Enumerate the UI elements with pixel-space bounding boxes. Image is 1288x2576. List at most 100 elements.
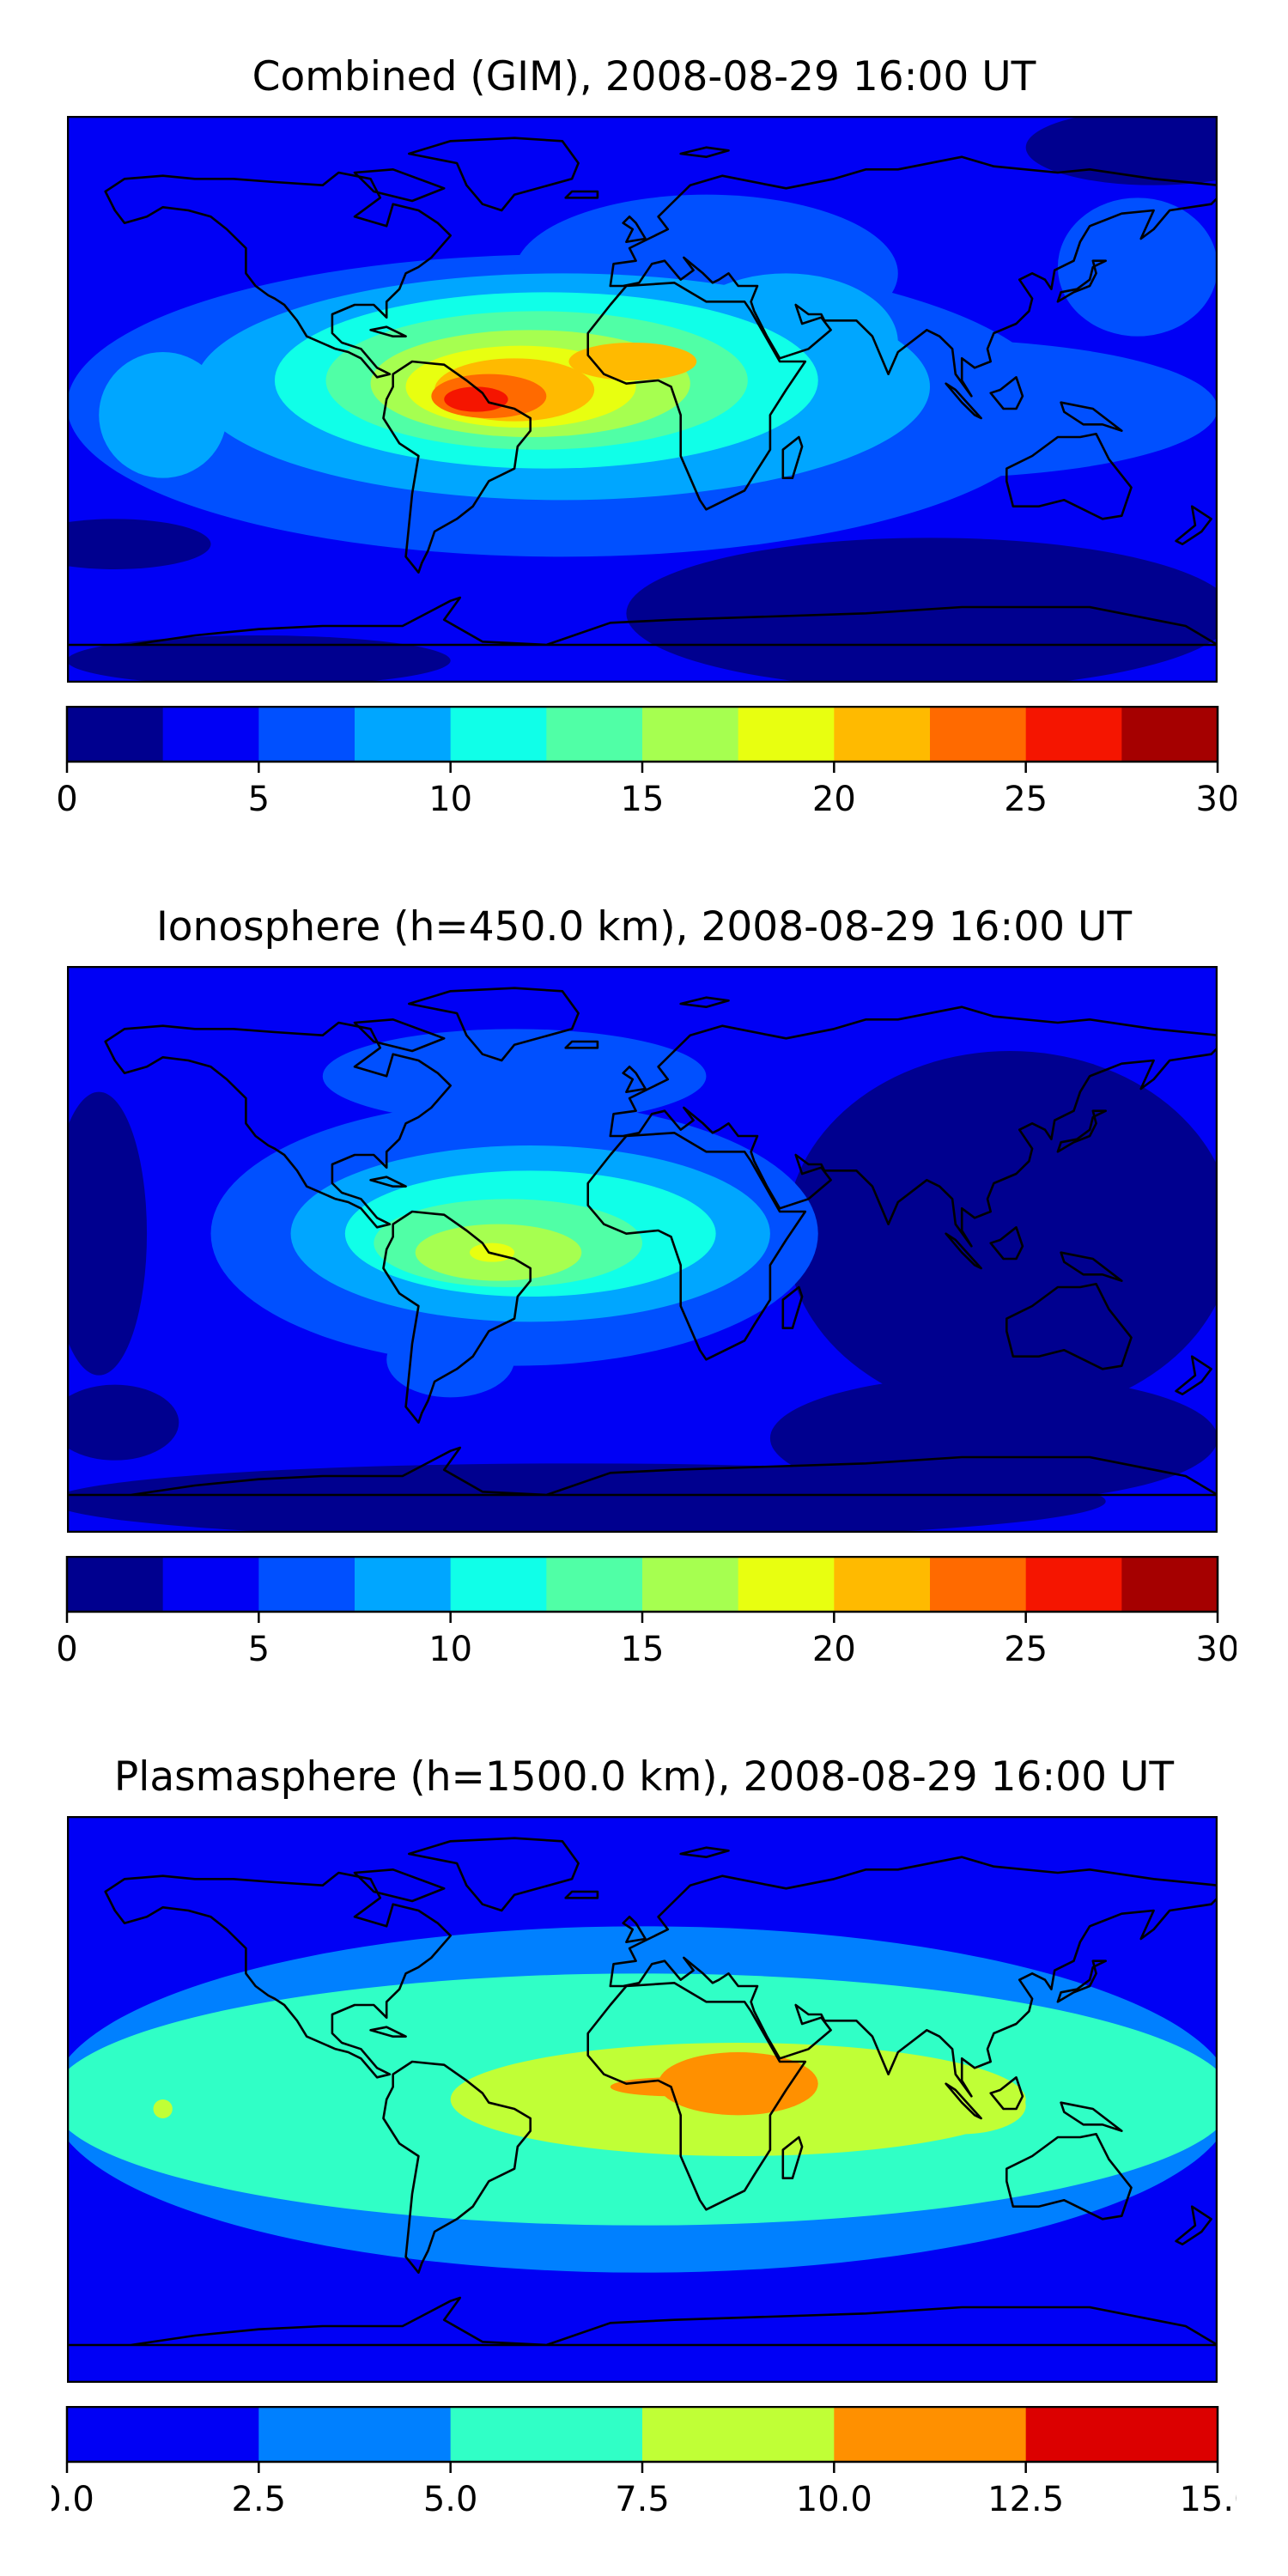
coastline-madagascar xyxy=(781,435,804,480)
colorbar-outline xyxy=(65,1556,1219,1613)
contour-region xyxy=(769,1375,1218,1502)
colorbar-swatch xyxy=(450,1556,547,1613)
colorbar-tick-label: 10 xyxy=(428,780,472,819)
contour-region xyxy=(67,519,211,569)
ionosphere-colorbar: 0 5 10 15 20 25 30 xyxy=(56,1556,1236,1669)
colorbar-tick-label: 0 xyxy=(56,1630,77,1669)
contour-region xyxy=(386,1321,515,1398)
colorbar-tick-label: 2.5 xyxy=(232,2480,287,2519)
coastline-british-isles xyxy=(622,1916,647,1943)
colorbar-swatch xyxy=(67,2406,259,2463)
panel-title: Ionosphere (h=450.0 km), 2008-08-29 16:0… xyxy=(155,903,1133,951)
coastline-eurasia xyxy=(609,155,1218,398)
colorbar-swatch xyxy=(738,1556,835,1613)
map-frame xyxy=(67,1816,1218,2383)
coastline-new-zealand xyxy=(1175,1355,1212,1396)
colorbar-swatch xyxy=(162,706,259,762)
colorbar-tick-label: 0 xyxy=(56,780,77,819)
coastline-sumatra xyxy=(945,382,982,420)
coastline-japan xyxy=(1056,259,1107,303)
coastline-south-america xyxy=(382,2060,532,2275)
coastline-baffin-island xyxy=(353,1868,446,1903)
coastline-africa xyxy=(586,282,807,511)
coastline-south-america xyxy=(382,360,532,574)
colorbar-swatch xyxy=(642,1556,739,1613)
coastline-british-isles xyxy=(622,216,647,243)
coastline-british-isles xyxy=(622,1066,647,1093)
colorbar-swatch xyxy=(1025,706,1122,762)
contour-region xyxy=(1025,116,1218,185)
colorbar-swatch xyxy=(1121,706,1218,762)
coastline-baffin-island xyxy=(353,1018,446,1053)
coastline-new-zealand xyxy=(1175,2205,1212,2246)
colorbar-tick-label: 20 xyxy=(812,780,856,819)
contour-region xyxy=(67,1384,179,1461)
coastline-borneo xyxy=(989,375,1024,410)
coastline-antarctica xyxy=(67,2296,1218,2347)
colorbar-tick-label: 5 xyxy=(248,780,270,819)
ionosphere-tec-map xyxy=(67,966,1218,1533)
colorbar-tick-label: 25 xyxy=(1004,780,1048,819)
colorbar-swatch xyxy=(642,2406,835,2463)
colorbar-swatch xyxy=(834,1556,931,1613)
coastline-madagascar xyxy=(781,1285,804,1330)
colorbar-swatch xyxy=(546,706,643,762)
coastline-new-guinea xyxy=(1060,2101,1123,2133)
coastline-svalbard xyxy=(679,1846,730,1859)
map-frame xyxy=(67,116,1218,683)
colorbar-swatch xyxy=(930,1556,1027,1613)
colorbar-tick-label: 12.5 xyxy=(987,2480,1064,2519)
coastline-greenland xyxy=(407,137,580,212)
colorbar-swatch xyxy=(1025,1556,1122,1613)
coastline-australia xyxy=(1005,432,1133,520)
colorbar-swatch xyxy=(162,1556,259,1613)
colorbar-tick-label: 15 xyxy=(621,780,665,819)
contour-region xyxy=(99,352,228,478)
contour-region xyxy=(67,1091,148,1376)
coastline-new-zealand xyxy=(1175,505,1212,546)
coastline-new-guinea xyxy=(1060,1251,1123,1283)
coastline-svalbard xyxy=(679,996,730,1009)
colorbar-swatch xyxy=(1025,2406,1218,2463)
colorbar-outline xyxy=(65,706,1219,763)
colorbar-tick-label: 5 xyxy=(248,1630,270,1669)
colorbar-tick-label: 30 xyxy=(1196,1630,1236,1669)
colorbar-tick-label: 30 xyxy=(1196,780,1236,819)
coastline-iceland xyxy=(564,1890,599,1899)
colorbar-tick-label: 15 xyxy=(621,1630,665,1669)
coastline-cuba xyxy=(369,2026,407,2038)
coastline-north-america xyxy=(104,1021,453,1229)
coastline-africa xyxy=(586,1982,807,2211)
colorbar-outline xyxy=(65,2406,1219,2464)
coastline-madagascar xyxy=(781,2136,804,2180)
colorbar-swatch xyxy=(258,706,355,762)
colorbar-tick-label: 5.0 xyxy=(423,2480,478,2519)
colorbar-tick-label: 15.0 xyxy=(1179,2480,1236,2519)
contour-region xyxy=(786,1051,1218,1417)
colorbar-swatch xyxy=(834,2406,1027,2463)
coastline-borneo xyxy=(989,2075,1024,2111)
colorbar-swatch xyxy=(546,1556,643,1613)
coastline-south-america xyxy=(382,1210,532,1425)
plasmasphere-colorbar: 0.0 2.5 5.0 7.5 10.0 12.5 15.0 xyxy=(52,2406,1236,2519)
coastline-cuba xyxy=(369,1176,407,1188)
colorbar-swatch xyxy=(450,706,547,762)
colorbar-swatch xyxy=(642,706,739,762)
colorbar-tick-label: 20 xyxy=(812,1630,856,1669)
combined-tec-map xyxy=(67,116,1218,683)
colorbar-swatch xyxy=(834,706,931,762)
colorbar-tick-label: 0.0 xyxy=(52,2480,94,2519)
coastline-north-america xyxy=(104,171,453,379)
coastline-japan xyxy=(1056,1109,1107,1153)
colorbar-swatch xyxy=(67,1556,164,1613)
combined-colorbar: 0 5 10 15 20 25 30 xyxy=(56,706,1236,819)
coastline-africa xyxy=(586,1132,807,1361)
coastline-north-america xyxy=(104,1871,453,2079)
coastline-eurasia xyxy=(609,1005,1218,1248)
coastline-japan xyxy=(1056,1959,1107,2003)
coastline-cuba xyxy=(369,325,407,338)
contour-region xyxy=(658,2052,818,2116)
coastline-iceland xyxy=(564,190,599,199)
colorbar-tick-label: 10 xyxy=(428,1630,472,1669)
colorbar-tick-label: 7.5 xyxy=(615,2480,670,2519)
